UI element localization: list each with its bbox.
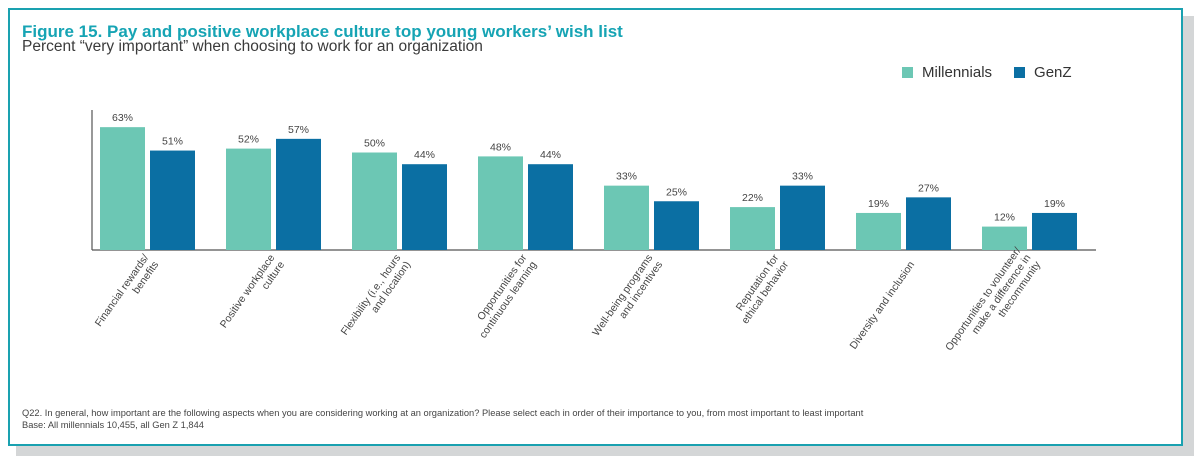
chart-legend: Millennials GenZ <box>902 62 1094 82</box>
bar-genz-flexibility-i-e-hours-and-location <box>402 164 447 250</box>
value-label-millennials-positive-workplace-culture: 52% <box>238 134 259 146</box>
bar-genz-diversity-and-inclusion <box>906 197 951 250</box>
value-label-genz-flexibility-i-e-hours-and-location: 44% <box>414 149 435 161</box>
value-label-genz-opportunities-to-volunteer-make-a-difference-in-thecommunity: 19% <box>1044 198 1065 210</box>
bar-genz-well-being-programs-and-incentives <box>654 201 699 250</box>
bar-millennials-diversity-and-inclusion <box>856 212 901 250</box>
legend-swatch-millennials <box>902 66 913 78</box>
bar-millennials-reputation-for-ethical-behavior <box>730 207 775 250</box>
bar-millennials-well-being-programs-and-incentives <box>604 185 649 250</box>
category-label-line: Flexibility (i.e., hours <box>339 252 404 337</box>
value-label-genz-diversity-and-inclusion: 27% <box>918 182 939 194</box>
bar-genz-opportunities-for-continuous-learning <box>528 164 573 250</box>
bar-millennials-positive-workplace-culture <box>226 148 271 250</box>
value-label-millennials-flexibility-i-e-hours-and-location: 50% <box>364 138 385 150</box>
value-label-genz-reputation-for-ethical-behavior: 33% <box>792 171 813 183</box>
value-label-millennials-reputation-for-ethical-behavior: 22% <box>742 192 763 204</box>
figure-subtitle: Percent “very important” when choosing t… <box>22 38 483 55</box>
category-label-opportunities-to-volunteer-make-a-difference-in-thecommunity: Opportunities to volunteer/make a differ… <box>943 245 1044 353</box>
value-label-millennials-diversity-and-inclusion: 19% <box>868 198 889 210</box>
value-label-millennials-financial-rewards-benefits: 63% <box>112 112 133 124</box>
category-label-diversity-and-inclusion: Diversity and inclusion <box>847 259 917 352</box>
value-label-millennials-well-being-programs-and-incentives: 33% <box>616 171 637 183</box>
bar-genz-positive-workplace-culture <box>276 138 321 250</box>
footnote-base: Base: All millennials 10,455, all Gen Z … <box>22 420 204 430</box>
bar-genz-financial-rewards-benefits <box>150 150 195 250</box>
bar-millennials-opportunities-for-continuous-learning <box>478 156 523 250</box>
bar-millennials-flexibility-i-e-hours-and-location <box>352 152 397 250</box>
footnote-question: Q22. In general, how important are the f… <box>22 408 864 418</box>
legend-label-genz: GenZ <box>1034 63 1072 81</box>
bar-genz-reputation-for-ethical-behavior <box>780 185 825 250</box>
bar-genz-opportunities-to-volunteer-make-a-difference-in-thecommunity <box>1032 212 1077 250</box>
bar-millennials-opportunities-to-volunteer-make-a-difference-in-thecommunity <box>982 226 1027 250</box>
value-label-millennials-opportunities-to-volunteer-make-a-difference-in-thecommunity: 12% <box>994 212 1015 224</box>
legend-label-millennials: Millennials <box>922 63 993 81</box>
figure-title: Figure 15. Pay and positive workplace cu… <box>22 22 623 41</box>
value-label-millennials-opportunities-for-continuous-learning: 48% <box>490 141 511 153</box>
value-label-genz-positive-workplace-culture: 57% <box>288 124 309 136</box>
legend-item-genz: GenZ <box>1014 64 1072 81</box>
legend-swatch-genz <box>1014 66 1026 78</box>
value-label-genz-financial-rewards-benefits: 51% <box>162 136 183 148</box>
bar-millennials-financial-rewards-benefits <box>100 127 145 250</box>
legend-item-millennials: Millennials <box>902 64 992 81</box>
category-label-line: Diversity and inclusion <box>847 259 917 352</box>
footnote: Q22. In general, how important are the f… <box>22 407 1162 431</box>
value-label-genz-opportunities-for-continuous-learning: 44% <box>540 149 561 161</box>
category-label-line: Well-being programs <box>590 252 655 338</box>
category-label-financial-rewards-benefits: Financial rewards/benefits <box>93 252 162 329</box>
value-label-genz-well-being-programs-and-incentives: 25% <box>666 186 687 198</box>
